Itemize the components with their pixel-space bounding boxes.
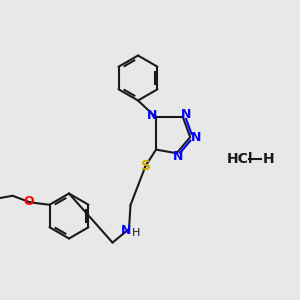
Text: S: S	[140, 159, 151, 173]
Text: N: N	[190, 130, 201, 144]
Text: N: N	[147, 109, 158, 122]
Text: H: H	[263, 152, 274, 166]
Text: N: N	[121, 224, 131, 237]
Text: HCl: HCl	[227, 152, 253, 166]
Text: O: O	[23, 195, 34, 208]
Text: N: N	[181, 108, 191, 121]
Text: H: H	[132, 228, 141, 238]
Text: N: N	[173, 150, 183, 163]
